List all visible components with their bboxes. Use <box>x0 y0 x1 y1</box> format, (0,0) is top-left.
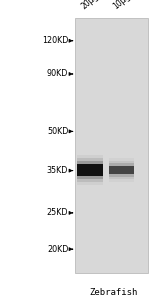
Bar <box>109 161 134 179</box>
Text: 50KD: 50KD <box>47 127 68 136</box>
Bar <box>77 155 103 185</box>
Text: 25KD: 25KD <box>47 208 68 217</box>
Bar <box>109 166 134 174</box>
Bar <box>75 18 148 273</box>
Text: 10μg: 10μg <box>111 0 132 11</box>
Bar <box>77 158 103 182</box>
Text: Zebrafish: Zebrafish <box>90 288 138 297</box>
Text: 20μg: 20μg <box>80 0 100 11</box>
Bar <box>77 161 103 179</box>
Bar <box>77 164 103 176</box>
Text: 120KD: 120KD <box>42 36 68 45</box>
Text: 35KD: 35KD <box>47 166 68 175</box>
Bar <box>109 163 134 177</box>
Text: 90KD: 90KD <box>47 69 68 79</box>
Bar <box>109 158 134 182</box>
Text: 20KD: 20KD <box>47 245 68 254</box>
